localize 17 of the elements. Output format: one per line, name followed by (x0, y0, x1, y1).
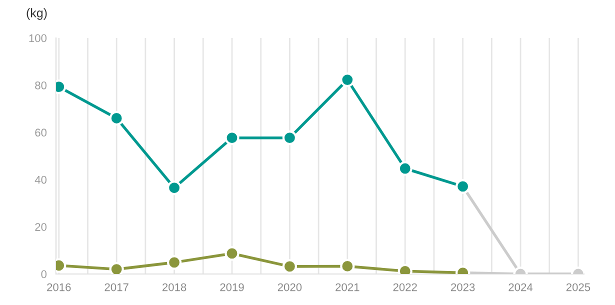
y-tick-label: 20 (35, 223, 47, 231)
x-tick-label: 2017 (104, 283, 128, 292)
y-tick-label: 80 (35, 81, 47, 90)
x-tick-label: 2024 (508, 283, 533, 292)
y-tick-label: 60 (35, 128, 47, 137)
x-tick-label: 2019 (220, 283, 244, 292)
y-axis-title: (kg) (26, 8, 47, 20)
x-tick-label: 2022 (393, 283, 417, 292)
y-tick-label: 0 (41, 270, 47, 278)
y-tick-label: 40 (34, 176, 47, 184)
x-tick-label: 2020 (278, 283, 302, 292)
x-tick-label: 2023 (451, 283, 475, 292)
y-tick-label: 100 (29, 34, 47, 42)
x-tick-label: 2021 (336, 283, 360, 292)
x-tick-label: 2025 (566, 283, 590, 292)
x-tick-label: 2018 (162, 283, 186, 292)
x-tick-label: 2016 (47, 283, 71, 292)
